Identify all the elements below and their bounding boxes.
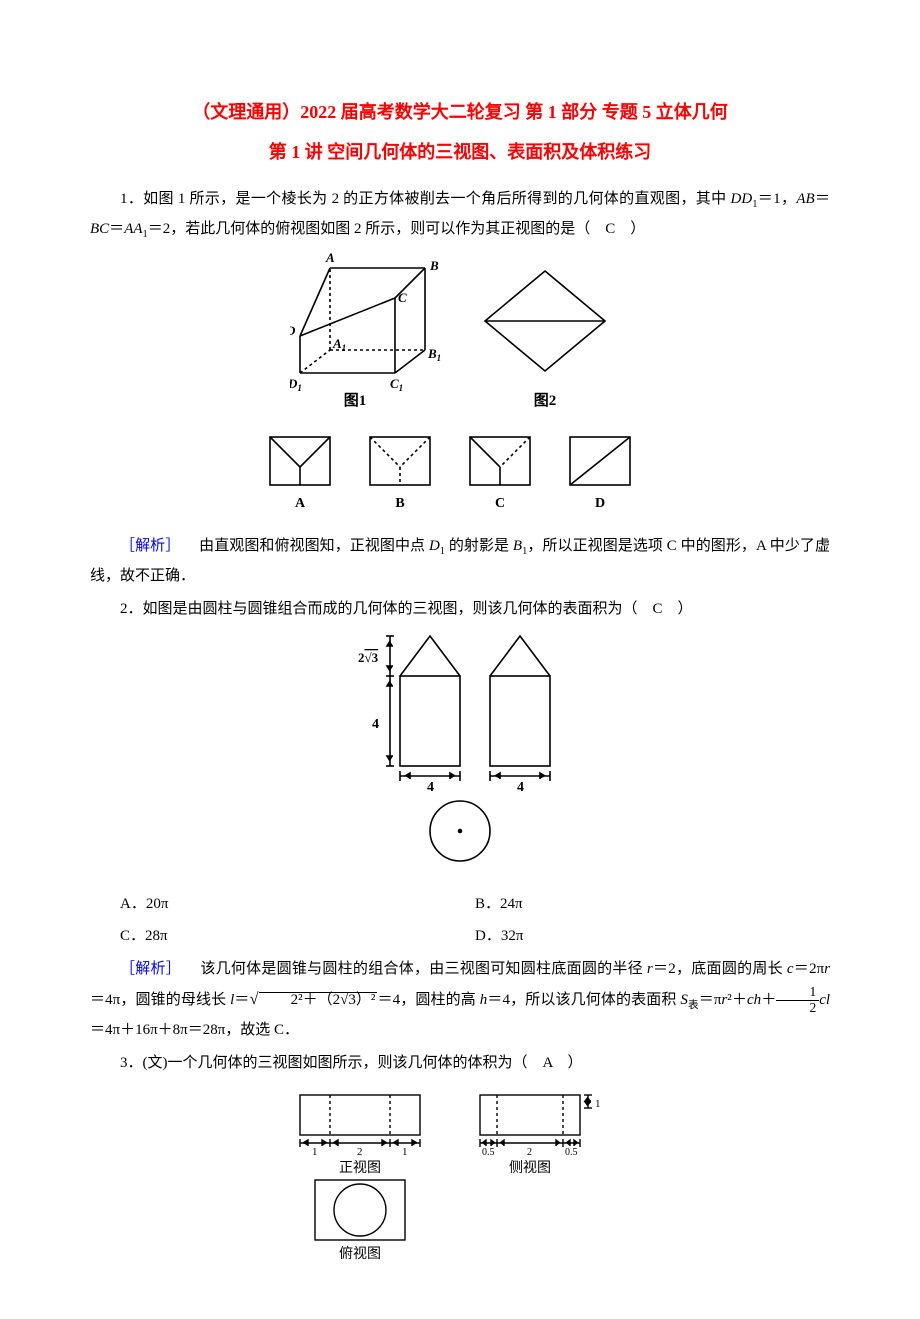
q3-text: 3．(文)一个几何体的三视图如图所示，则该几何体的体积为（ A ） <box>90 1049 830 1078</box>
label-D: D <box>290 323 296 338</box>
q2-opt-A: A．20π <box>120 890 475 919</box>
q1-opt-C: C <box>495 496 505 511</box>
q3-f-1b: 1 <box>402 1146 408 1158</box>
label-C1: C1 <box>390 376 403 393</box>
q2-text: 2．如图是由圆柱与圆锥组合而成的几何体的三视图，则该几何体的表面积为（ C ） <box>90 595 830 624</box>
q2-analysis-eq: ＝πr²＋ch＋ <box>699 992 777 1008</box>
label-B: B <box>429 258 439 273</box>
q2-diagram: 2√3 4 4 <box>90 631 830 882</box>
doc-title-main: （文理通用）2022 届高考数学大二轮复习 第 1 部分 专题 5 立体几何 <box>90 95 830 129</box>
q3-top-caption: 俯视图 <box>339 1246 381 1260</box>
q1-main-diagram: A B C D A1 B1 C1 D1 图1 图2 <box>90 253 830 424</box>
q2-options: A．20π B．24π <box>120 890 830 919</box>
doc-title-sub: 第 1 讲 空间几何体的三视图、表面积及体积练习 <box>90 135 830 169</box>
q2-options-2: C．28π D．32π <box>120 922 830 951</box>
q2-cyl-h: 4 <box>372 717 379 732</box>
fig2-caption: 图2 <box>534 392 557 409</box>
fig1-caption: 图1 <box>344 392 367 409</box>
q2-w1: 4 <box>427 780 434 795</box>
label-D1: D1 <box>290 376 302 393</box>
q2-sqrt: 2²＋（2√3）² <box>259 992 378 1008</box>
label-C: C <box>398 290 407 305</box>
q3-f-1a: 1 <box>312 1146 318 1158</box>
q2-opt-C: C．28π <box>120 922 475 951</box>
svg-text:2√3: 2√3 <box>358 650 379 665</box>
q1-opt-D: D <box>595 496 605 511</box>
q3-side-caption: 侧视图 <box>509 1160 551 1176</box>
q2-frac: 12 <box>776 985 819 1016</box>
q2-sub: 表 <box>688 1000 699 1011</box>
q1-options-diagram: A B C D <box>90 432 830 525</box>
q1-analysis-label: ［解析］ <box>120 538 180 554</box>
q3-s-05b: 0.5 <box>565 1147 578 1158</box>
label-A1: A1 <box>332 336 346 353</box>
q2-analysis-label: ［解析］ <box>120 961 181 977</box>
q1-opt-B: B <box>395 496 404 511</box>
q3-f-2: 2 <box>357 1146 363 1158</box>
q1-opt-A: A <box>295 496 306 511</box>
q2-w2: 4 <box>517 780 524 795</box>
q2-opt-D: D．32π <box>475 922 830 951</box>
q3-s-2: 2 <box>527 1147 532 1158</box>
label-B1: B1 <box>427 346 441 363</box>
q3-h1: 1 <box>595 1098 601 1110</box>
q1-text: 1．如图 1 所示，是一个棱长为 2 的正方体被削去一个角后所得到的几何体的直观… <box>90 185 830 245</box>
q2-opt-B: B．24π <box>475 890 830 919</box>
q3-s-05a: 0.5 <box>482 1147 495 1158</box>
q3-front-caption: 正视图 <box>339 1160 381 1176</box>
label-A: A <box>325 253 335 265</box>
q2-analysis-mid: ＝4，圆柱的高 h＝4，所以该几何体的表面积 S <box>377 992 688 1008</box>
q1-analysis: ［解析］ 由直观图和俯视图知，正视图中点 D1 的射影是 B1，所以正视图是选项… <box>90 532 830 590</box>
q3-diagram: 1 2 1 正视图 1 <box>90 1085 830 1271</box>
q2-analysis: ［解析］ 该几何体是圆锥与圆柱的组合体，由三视图可知圆柱底面圆的半径 r＝2，底… <box>90 955 830 1045</box>
